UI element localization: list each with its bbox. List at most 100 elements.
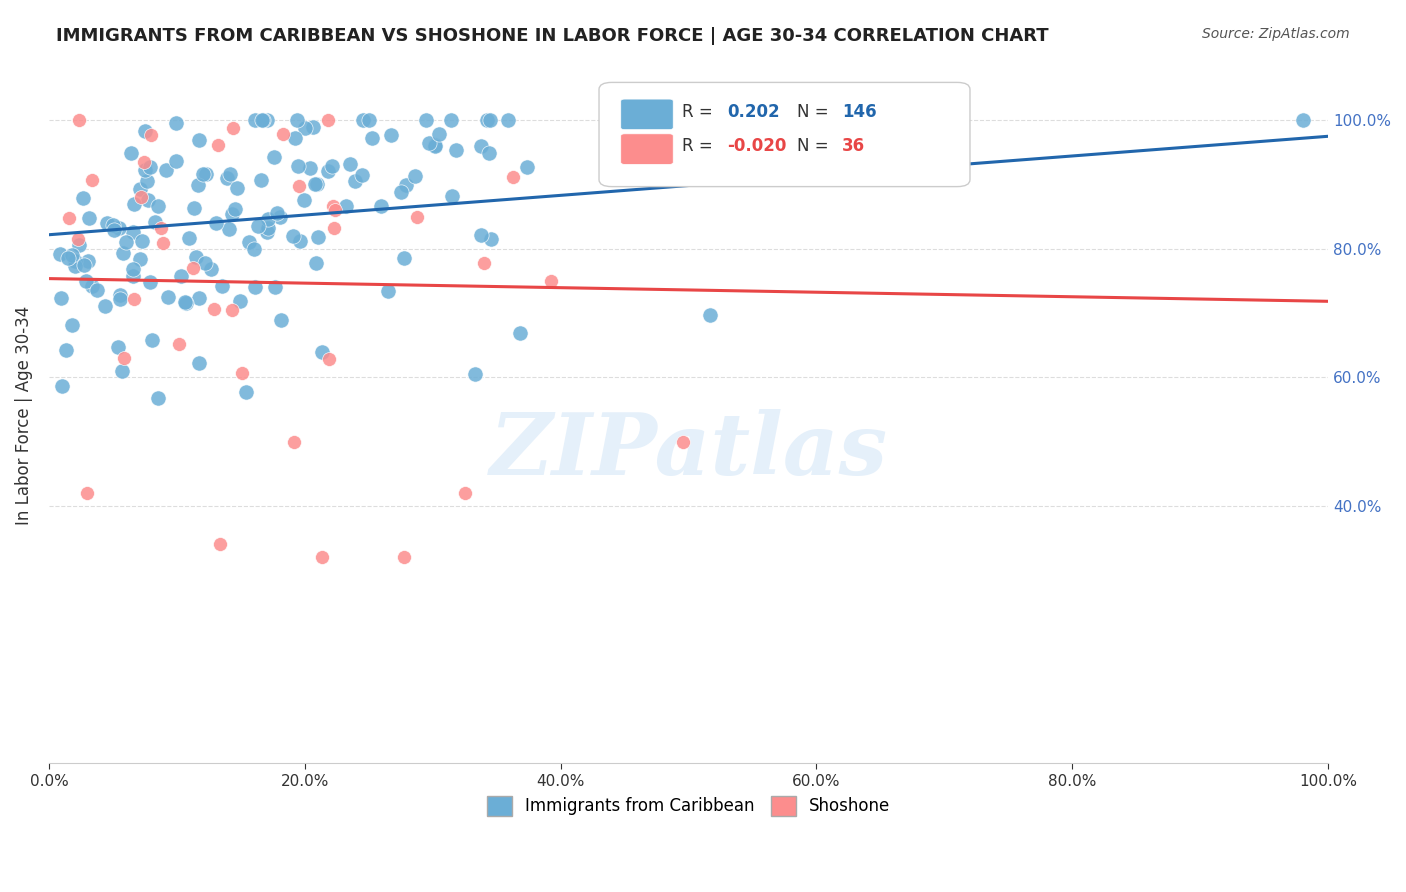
Immigrants from Caribbean: [395, 178, 418, 193]
Text: ZIPatlas: ZIPatlas: [489, 409, 887, 492]
Shoshone: [141, 128, 163, 143]
Immigrants from Caribbean: [60, 318, 83, 332]
Immigrants from Caribbean: [270, 313, 292, 327]
Shoshone: [392, 550, 415, 565]
Immigrants from Caribbean: [284, 131, 307, 145]
Shoshone: [207, 138, 229, 153]
Shoshone: [273, 127, 295, 141]
Text: 36: 36: [842, 137, 865, 155]
Immigrants from Caribbean: [256, 225, 278, 239]
Immigrants from Caribbean: [415, 112, 437, 127]
Immigrants from Caribbean: [301, 120, 323, 135]
FancyBboxPatch shape: [621, 99, 673, 129]
Immigrants from Caribbean: [479, 232, 502, 246]
Immigrants from Caribbean: [108, 287, 131, 301]
Shoshone: [311, 550, 333, 565]
Immigrants from Caribbean: [200, 262, 222, 277]
Immigrants from Caribbean: [79, 211, 101, 226]
Immigrants from Caribbean: [292, 193, 315, 207]
Immigrants from Caribbean: [256, 220, 278, 235]
Immigrants from Caribbean: [183, 202, 205, 216]
Immigrants from Caribbean: [174, 295, 197, 310]
Immigrants from Caribbean: [243, 242, 266, 256]
Immigrants from Caribbean: [187, 291, 209, 305]
Legend: Immigrants from Caribbean, Shoshone: Immigrants from Caribbean, Shoshone: [478, 788, 898, 824]
Shoshone: [323, 221, 346, 235]
Immigrants from Caribbean: [218, 167, 240, 181]
Immigrants from Caribbean: [139, 161, 162, 175]
Immigrants from Caribbean: [122, 225, 145, 239]
Immigrants from Caribbean: [392, 251, 415, 265]
Immigrants from Caribbean: [352, 112, 374, 127]
Immigrants from Caribbean: [305, 256, 328, 270]
FancyBboxPatch shape: [599, 82, 970, 186]
Immigrants from Caribbean: [155, 163, 177, 178]
Shoshone: [152, 236, 174, 251]
Immigrants from Caribbean: [107, 339, 129, 353]
Immigrants from Caribbean: [194, 167, 217, 181]
Immigrants from Caribbean: [134, 163, 156, 178]
Shoshone: [80, 173, 103, 187]
Immigrants from Caribbean: [174, 295, 197, 310]
Immigrants from Caribbean: [77, 254, 100, 268]
Shoshone: [221, 302, 243, 317]
Immigrants from Caribbean: [377, 285, 399, 299]
Immigrants from Caribbean: [288, 234, 311, 248]
Immigrants from Caribbean: [318, 163, 340, 178]
Immigrants from Caribbean: [187, 178, 209, 192]
Immigrants from Caribbean: [256, 112, 278, 127]
Shoshone: [58, 211, 80, 225]
Immigrants from Caribbean: [179, 230, 201, 244]
Immigrants from Caribbean: [55, 343, 77, 357]
Immigrants from Caribbean: [56, 252, 79, 266]
Text: -0.020: -0.020: [727, 137, 786, 155]
Text: IMMIGRANTS FROM CARIBBEAN VS SHOSHONE IN LABOR FORCE | AGE 30-34 CORRELATION CHA: IMMIGRANTS FROM CARIBBEAN VS SHOSHONE IN…: [56, 27, 1049, 45]
Shoshone: [472, 256, 495, 270]
Immigrants from Caribbean: [135, 174, 157, 188]
Immigrants from Caribbean: [747, 112, 769, 127]
Immigrants from Caribbean: [170, 268, 193, 283]
Immigrants from Caribbean: [188, 133, 211, 147]
Immigrants from Caribbean: [108, 292, 131, 306]
Shoshone: [222, 121, 245, 136]
Immigrants from Caribbean: [307, 230, 329, 244]
Shoshone: [167, 337, 190, 351]
Immigrants from Caribbean: [311, 345, 333, 359]
Immigrants from Caribbean: [211, 279, 233, 293]
Immigrants from Caribbean: [218, 222, 240, 236]
Immigrants from Caribbean: [380, 128, 402, 143]
Immigrants from Caribbean: [344, 174, 367, 188]
Immigrants from Caribbean: [120, 145, 142, 160]
Immigrants from Caribbean: [86, 283, 108, 297]
Immigrants from Caribbean: [423, 138, 446, 153]
Immigrants from Caribbean: [294, 120, 316, 135]
Shoshone: [208, 537, 231, 551]
Immigrants from Caribbean: [464, 368, 486, 382]
Immigrants from Caribbean: [440, 188, 463, 202]
Immigrants from Caribbean: [146, 199, 169, 213]
Immigrants from Caribbean: [281, 229, 304, 244]
Immigrants from Caribbean: [470, 139, 492, 153]
Immigrants from Caribbean: [252, 112, 274, 127]
Shoshone: [540, 274, 562, 288]
Immigrants from Caribbean: [266, 206, 288, 220]
Text: R =: R =: [682, 103, 718, 120]
Immigrants from Caribbean: [250, 173, 273, 187]
Immigrants from Caribbean: [221, 207, 243, 221]
Immigrants from Caribbean: [389, 185, 412, 199]
Shoshone: [322, 199, 344, 213]
Immigrants from Caribbean: [184, 251, 207, 265]
Immigrants from Caribbean: [157, 290, 180, 304]
Immigrants from Caribbean: [440, 112, 463, 127]
Immigrants from Caribbean: [243, 280, 266, 294]
Immigrants from Caribbean: [285, 112, 308, 127]
Immigrants from Caribbean: [699, 308, 721, 322]
Immigrants from Caribbean: [49, 291, 72, 305]
Immigrants from Caribbean: [263, 150, 285, 164]
Shoshone: [318, 112, 340, 127]
Immigrants from Caribbean: [247, 219, 270, 234]
Immigrants from Caribbean: [321, 159, 343, 173]
Immigrants from Caribbean: [226, 180, 249, 194]
Immigrants from Caribbean: [884, 112, 907, 127]
Immigrants from Caribbean: [194, 256, 217, 270]
